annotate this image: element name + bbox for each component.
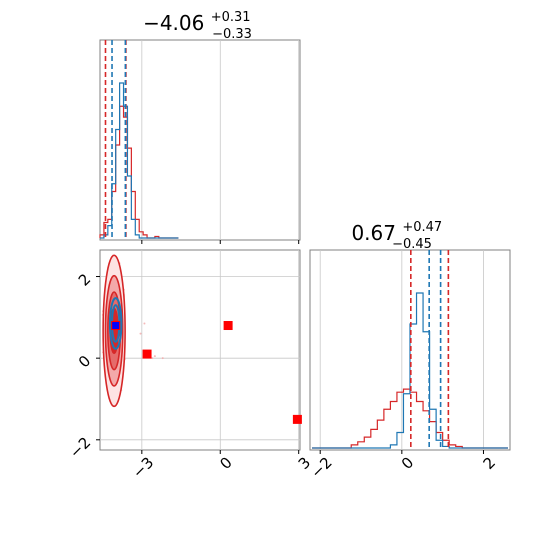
marginal-p0-quantile-lines	[104, 40, 127, 240]
joint-outlier-point	[139, 332, 142, 335]
p1-title-center: 0.67	[351, 221, 396, 245]
joint-tick-marks	[96, 276, 300, 454]
joint-outlier-point	[143, 322, 146, 325]
marginal-p1-panel: −2 0 2 0.67 +0.47 −0.45	[307, 212, 511, 482]
marginal-p0-red-histogram	[99, 105, 179, 239]
joint-square-markers	[111, 321, 302, 424]
marginal-p1-grid	[319, 250, 484, 450]
joint-y-tick-label: 2	[75, 270, 94, 289]
p1-title-lower: −0.45	[392, 237, 432, 252]
marginal-p1-x-tick-label: 0	[398, 454, 417, 473]
marginal-p1-tick-marks	[319, 450, 484, 454]
joint-y-tick-label: 0	[75, 352, 94, 371]
marginal-p0-tick-marks	[141, 240, 300, 244]
blue-square-marker	[112, 322, 120, 330]
marginal-p1-title: 0.67 +0.47 −0.45	[351, 212, 448, 252]
marginal-p1-x-tick-label: 2	[480, 454, 499, 473]
joint-frame	[99, 249, 301, 451]
marginal-p0-panel: −4.06 +0.31 −0.33	[99, 2, 301, 244]
marginal-p1-blue-histogram	[312, 292, 508, 449]
marginal-p0-frame	[99, 39, 301, 241]
p1-blue-step-histogram	[312, 292, 508, 449]
joint-y-tick-labels: −2 0 2	[66, 270, 94, 462]
marginal-p1-quantile-lines	[410, 250, 450, 450]
joint-panel: −3 0 3 −202	[66, 249, 314, 482]
joint-outlier-point	[153, 355, 156, 358]
p1-title-upper: +0.47	[402, 220, 442, 235]
marginal-p0-grid	[141, 40, 300, 240]
joint-outlier-point	[151, 357, 154, 360]
joint-blue-contour	[108, 297, 123, 350]
marginal-p1-x-tick-label: −2	[307, 454, 335, 482]
joint-y-tick-label: −2	[66, 433, 94, 461]
p0-title-lower: −0.33	[212, 27, 252, 42]
marginal-p0-title: −4.06 +0.31 −0.33	[143, 2, 257, 42]
red-square-marker	[292, 414, 302, 424]
p0-title-upper: +0.31	[211, 10, 251, 25]
joint-outlier-point	[161, 357, 164, 360]
p0-red-step-histogram	[99, 105, 179, 239]
marginal-p1-x-tick-labels: −2 0 2	[307, 454, 499, 482]
p0-title-center: −4.06	[143, 11, 204, 35]
joint-x-tick-label: −3	[129, 454, 157, 482]
joint-x-tick-label: 0	[216, 454, 235, 473]
joint-x-tick-labels: −3 0 3	[129, 454, 314, 482]
red-square-marker	[142, 349, 152, 359]
red-square-marker	[223, 321, 233, 331]
